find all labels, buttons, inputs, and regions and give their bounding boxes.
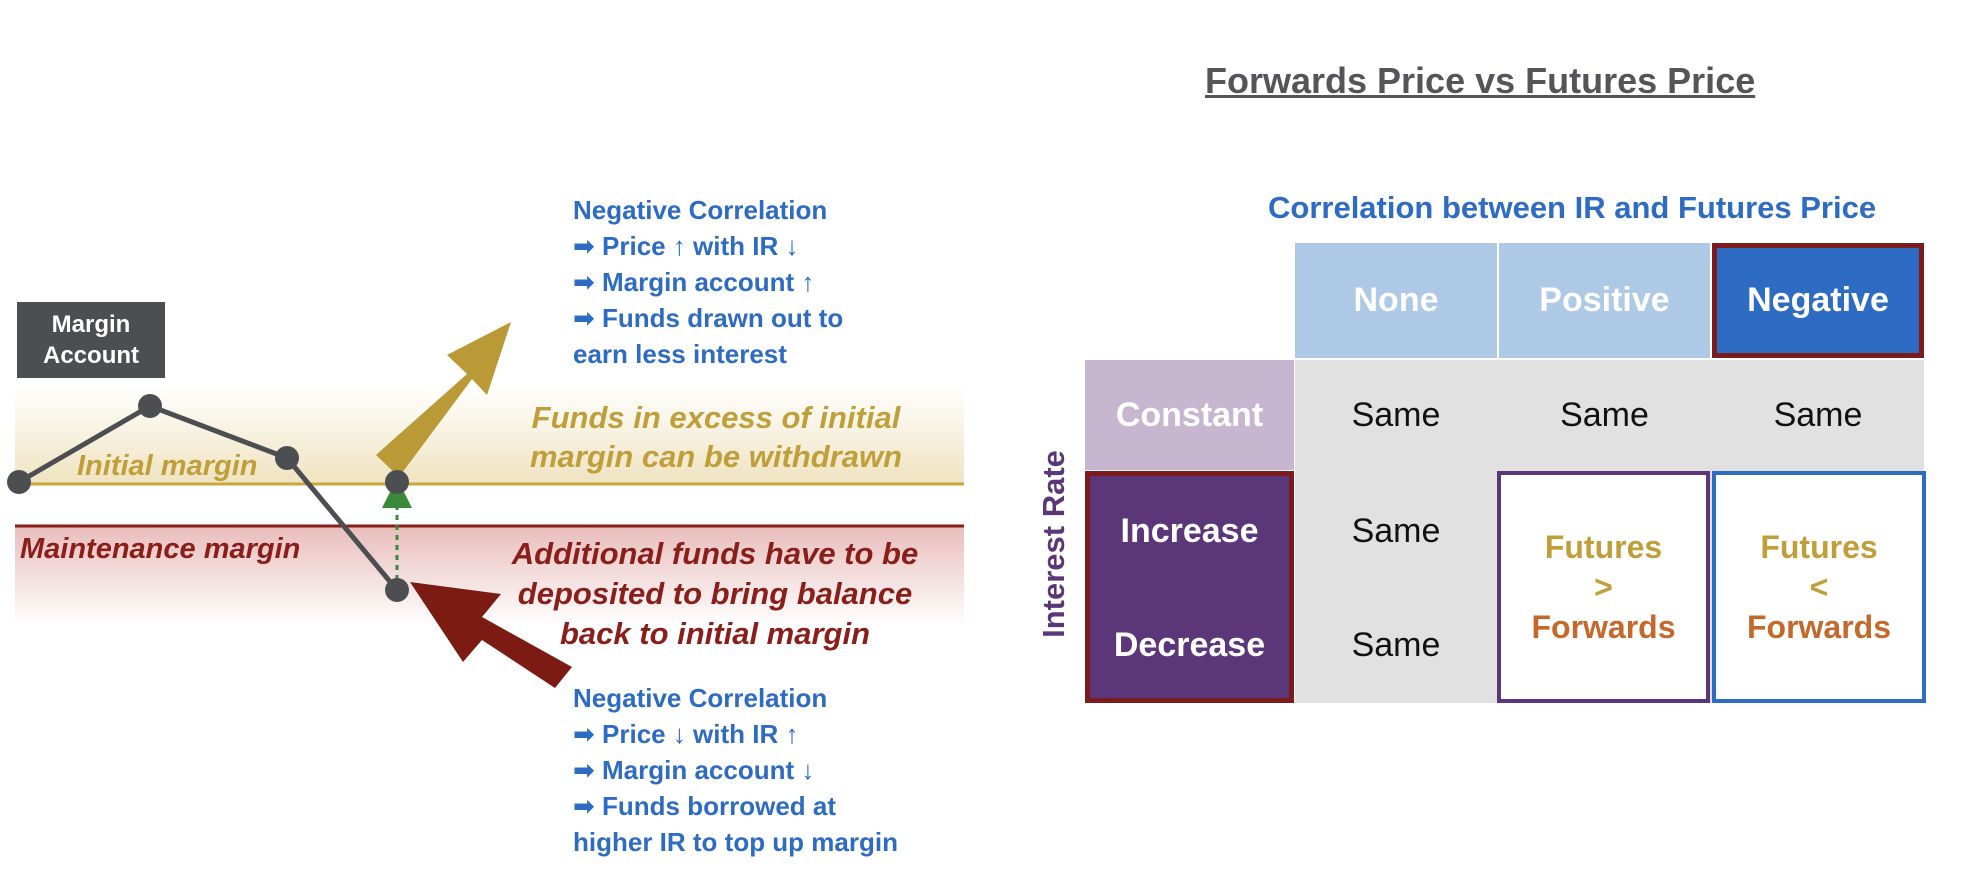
margin-account-label: Margin Account [17,302,165,378]
note-negative-correlation-up: Negative Correlation ➡ Price ↑ with IR ↓… [573,192,843,372]
result-forwards: Forwards [1746,609,1892,645]
row-header-group [1085,471,1294,703]
maintenance-margin-band [15,526,964,626]
column-group-title: Correlation between IR and Futures Price [1268,190,1877,225]
page-title: Forwards Price vs Futures Price [1205,60,1756,101]
balance-point [385,578,409,602]
maintenance-margin-label: Maintenance margin [20,533,301,565]
negative-correlation-result: Futures < Forwards [1712,471,1926,703]
note-line: Negative Correlation [573,195,828,225]
result-futures: Futures [1544,529,1663,565]
row-header-constant: Constant [1085,360,1294,470]
withdraw-arrow [376,322,511,477]
table-cell: Same [1712,360,1924,470]
initial-margin-label: Initial margin [77,450,258,482]
positive-correlation-result: Futures > Forwards [1497,471,1710,703]
note-line: ➡ Margin account ↑ [573,267,815,297]
row-header-decrease: Decrease [1113,625,1266,664]
balance-path [17,403,399,592]
note-line: ➡ Price ↓ with IR ↑ [573,719,799,749]
result-operator: < [1809,569,1829,605]
result-operator: > [1594,569,1613,605]
balance-point [385,470,409,494]
balance-point [138,394,162,418]
column-header-none: None [1295,243,1497,358]
table-cell: Same [1295,589,1497,701]
table-cell: Same [1295,360,1497,470]
note-line: ➡ Price ↑ with IR ↓ [573,231,799,261]
excess-funds-text: Funds in excess of initial margin can be… [529,400,903,474]
initial-margin-band [15,385,964,484]
column-header-negative: Negative [1712,243,1924,358]
table-cell: Same [1295,475,1497,587]
note-line: Negative Correlation [573,683,828,713]
result-futures: Futures [1760,529,1878,565]
balance-point [275,446,299,470]
note-line: earn less interest [573,339,787,369]
result-forwards: Forwards [1531,609,1676,645]
note-line: ➡ Funds borrowed at [573,791,837,821]
balance-point [7,470,31,494]
note-line: ➡ Funds drawn out to [573,303,844,333]
row-group-title: Interest Rate [1036,450,1071,638]
note-line: ➡ Margin account ↓ [573,755,815,785]
column-header-positive: Positive [1499,243,1710,358]
deposit-funds-text: Additional funds have to be deposited to… [511,536,919,651]
deposit-arrow [410,582,572,688]
note-line: higher IR to top up margin [573,827,898,857]
row-header-increase: Increase [1120,511,1259,550]
note-negative-correlation-down: Negative Correlation ➡ Price ↓ with IR ↑… [573,680,898,860]
margin-diagram [7,322,964,688]
table-cell: Same [1499,360,1710,470]
